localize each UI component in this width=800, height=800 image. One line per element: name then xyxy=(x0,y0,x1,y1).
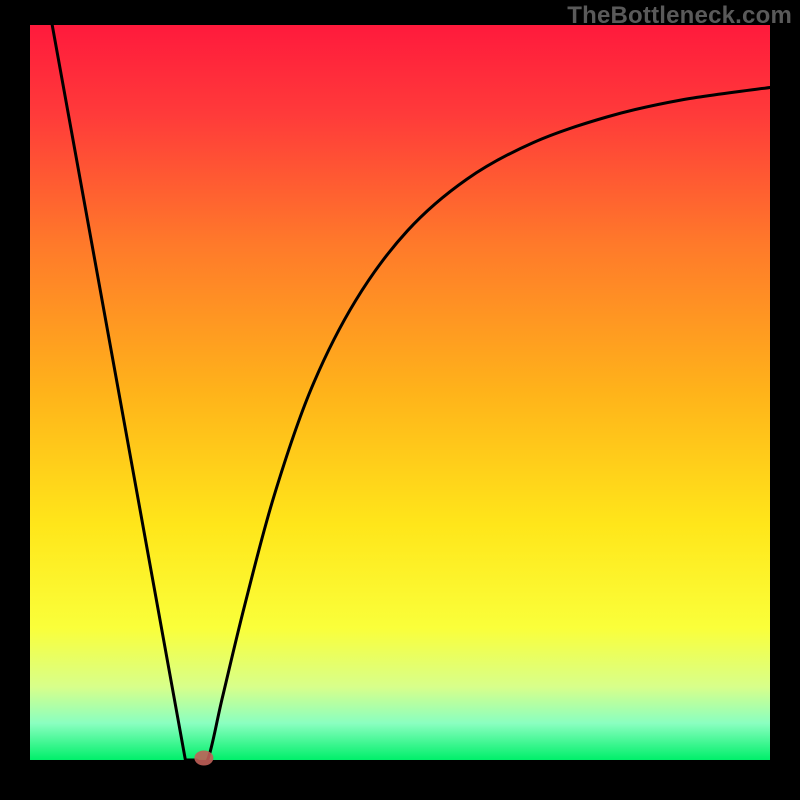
bottleneck-chart xyxy=(0,0,800,800)
plot-background xyxy=(30,25,770,760)
optimum-marker xyxy=(195,751,213,765)
watermark-text: TheBottleneck.com xyxy=(567,2,792,30)
chart-frame: TheBottleneck.com xyxy=(0,0,800,800)
